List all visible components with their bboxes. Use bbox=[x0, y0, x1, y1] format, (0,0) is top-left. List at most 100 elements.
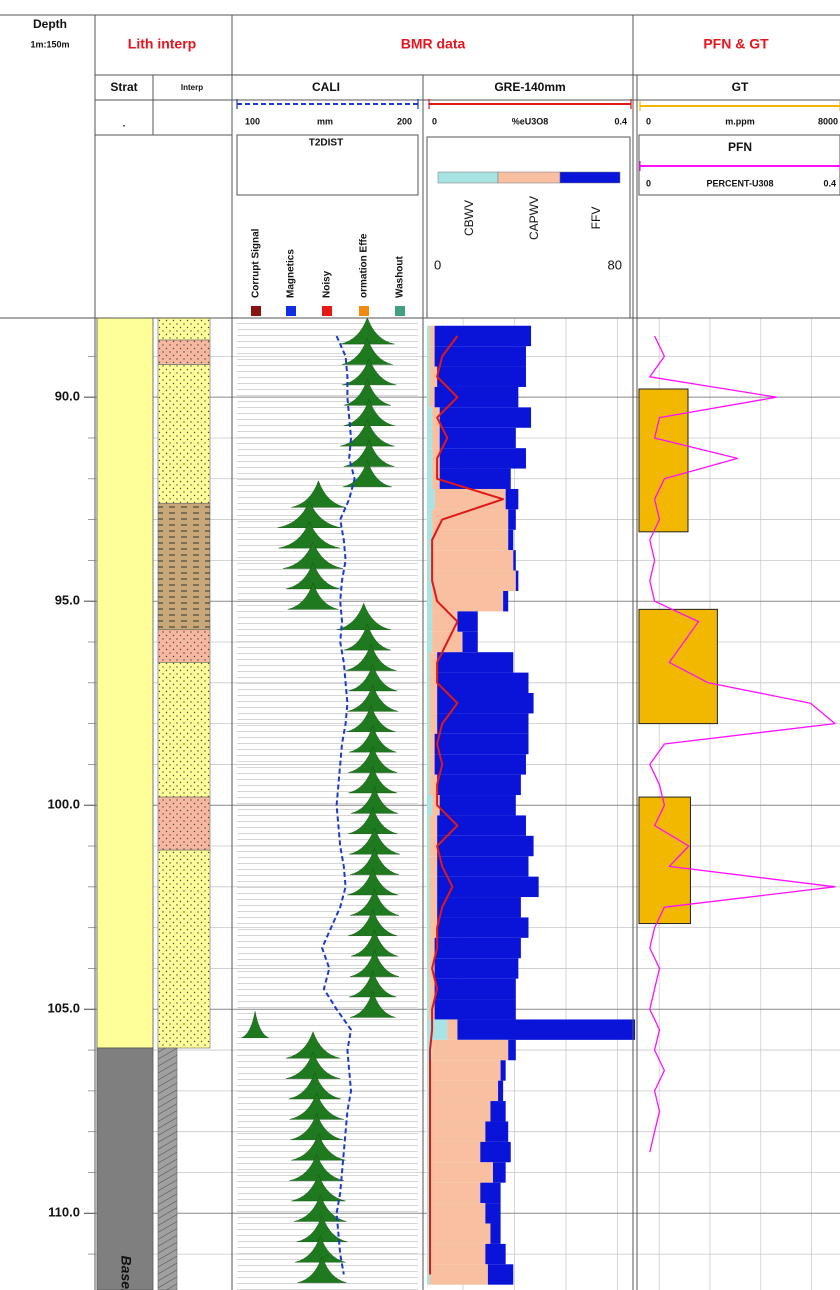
porosity-segment bbox=[437, 897, 521, 917]
porosity-segment bbox=[440, 795, 516, 815]
gt-block bbox=[639, 389, 688, 532]
track-title: Lith interp bbox=[128, 36, 196, 52]
porosity-segment bbox=[430, 713, 438, 733]
scale-min: 100 bbox=[245, 116, 260, 126]
porosity-segment bbox=[430, 877, 438, 897]
porosity-segment bbox=[437, 713, 528, 733]
flag-label: Corrupt Signal bbox=[251, 228, 262, 298]
porosity-segment bbox=[430, 897, 438, 917]
porosity-segment bbox=[427, 877, 430, 897]
porosity-segment bbox=[430, 367, 438, 387]
porosity-segment bbox=[430, 815, 438, 835]
porosity-segment bbox=[427, 326, 430, 346]
porosity-segment bbox=[516, 571, 519, 591]
porosity-segment bbox=[480, 1183, 500, 1203]
porosity-segment bbox=[435, 754, 526, 774]
strat-label: Basement bbox=[118, 1256, 134, 1290]
strat-layer bbox=[97, 1048, 153, 1290]
porosity-segment bbox=[427, 938, 430, 958]
porosity-segment bbox=[427, 693, 430, 713]
unit: %eU3O8 bbox=[512, 116, 549, 126]
unit: m.ppm bbox=[725, 116, 755, 126]
porosity-segment bbox=[430, 1264, 488, 1284]
porosity-segment bbox=[430, 754, 435, 774]
porosity-segment bbox=[427, 836, 430, 856]
porosity-segment bbox=[427, 673, 430, 693]
porosity-segment bbox=[430, 346, 435, 366]
scale-max: 0.4 bbox=[823, 178, 836, 188]
porosity-segment bbox=[430, 1203, 486, 1223]
porosity-segment bbox=[432, 448, 440, 468]
porosity-segment bbox=[427, 448, 432, 468]
column-label: Strat bbox=[110, 80, 137, 94]
porosity-segment bbox=[430, 1081, 499, 1101]
porosity-segment bbox=[432, 428, 440, 448]
porosity-segment bbox=[430, 1101, 491, 1121]
column-label: Interp bbox=[181, 83, 203, 92]
porosity-segment bbox=[440, 428, 516, 448]
porosity-segment bbox=[427, 591, 432, 611]
porosity-segment bbox=[485, 1121, 508, 1141]
curve-name: CALI bbox=[312, 80, 340, 94]
flag-label: Magnetics bbox=[286, 249, 297, 298]
porosity-segment bbox=[430, 1162, 493, 1182]
porosity-segment bbox=[508, 1040, 516, 1060]
curve-name: GT bbox=[732, 80, 749, 94]
unit: PERCENT-U308 bbox=[706, 178, 773, 188]
porosity-segment bbox=[437, 856, 528, 876]
porosity-segment bbox=[427, 734, 430, 754]
track-title: BMR data bbox=[401, 36, 466, 52]
porosity-segment bbox=[435, 734, 529, 754]
porosity-segment bbox=[427, 775, 430, 795]
scale-max: 0.4 bbox=[614, 116, 627, 126]
porosity-segment bbox=[513, 550, 516, 570]
porosity-segment bbox=[435, 938, 521, 958]
depth-tick-label: 95.0 bbox=[55, 593, 80, 608]
porosity-segment bbox=[430, 1142, 481, 1162]
porosity-segment bbox=[485, 1244, 505, 1264]
porosity-segment bbox=[435, 979, 516, 999]
porosity-segment bbox=[508, 530, 513, 550]
interp-pattern bbox=[158, 630, 210, 663]
strat-value: . bbox=[123, 119, 126, 130]
porosity-segment bbox=[427, 346, 430, 366]
porosity-segment bbox=[506, 489, 519, 509]
porosity-segment bbox=[427, 713, 430, 733]
porosity-segment bbox=[430, 326, 435, 346]
porosity-segment bbox=[430, 836, 438, 856]
porosity-segment bbox=[430, 938, 435, 958]
porosity-segment bbox=[427, 469, 432, 489]
curve-name: GRE-140mm bbox=[494, 80, 565, 94]
depth-scale: 1m:150m bbox=[30, 39, 69, 49]
scale-max: 80 bbox=[608, 257, 622, 272]
porosity-segment bbox=[435, 999, 516, 1019]
porosity-segment bbox=[430, 775, 438, 795]
well-log: Depth 1m:150m Lith interp BMR data PFN &… bbox=[0, 0, 840, 1290]
depth-title: Depth bbox=[33, 17, 67, 31]
legend-swatch bbox=[498, 172, 560, 183]
depth-tick-label: 105.0 bbox=[47, 1001, 80, 1016]
porosity-segment bbox=[427, 428, 432, 448]
porosity-segment bbox=[432, 591, 503, 611]
porosity-segment bbox=[432, 530, 508, 550]
porosity-segment bbox=[430, 1060, 501, 1080]
legend-label: CBWV bbox=[462, 200, 476, 236]
interp-pattern bbox=[158, 797, 210, 850]
flag-swatch bbox=[286, 306, 296, 316]
legend-swatch bbox=[438, 172, 498, 183]
porosity-segment bbox=[427, 387, 430, 407]
flag-swatch bbox=[359, 306, 369, 316]
porosity-segment bbox=[501, 1060, 506, 1080]
porosity-segment bbox=[437, 673, 528, 693]
scale-max: 200 bbox=[397, 116, 412, 126]
porosity-segment bbox=[435, 387, 519, 407]
porosity-segment bbox=[427, 652, 430, 672]
porosity-segment bbox=[427, 795, 432, 815]
porosity-segment bbox=[508, 509, 516, 529]
porosity-segment bbox=[427, 611, 432, 631]
porosity-segment bbox=[427, 897, 430, 917]
depth-tick-label: 100.0 bbox=[47, 797, 80, 812]
porosity-segment bbox=[432, 795, 440, 815]
porosity-segment bbox=[440, 407, 531, 427]
porosity-segment bbox=[498, 1081, 503, 1101]
